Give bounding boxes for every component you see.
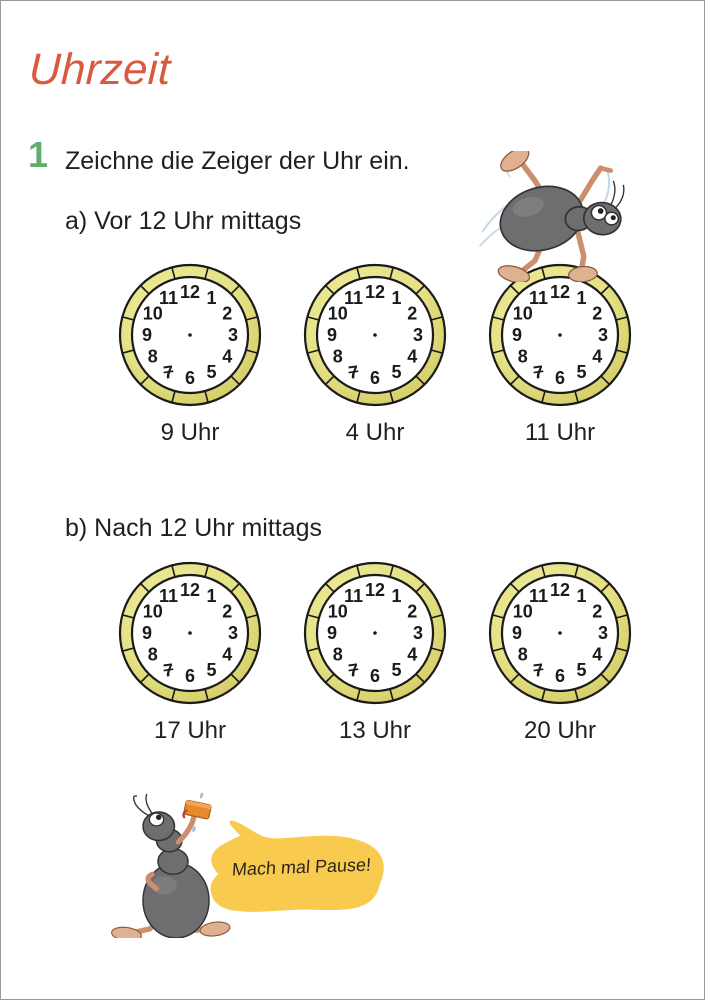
svg-text:11: 11	[529, 288, 548, 308]
svg-text:3: 3	[228, 623, 238, 643]
svg-text:5: 5	[576, 362, 586, 382]
svg-text:12: 12	[180, 580, 200, 600]
svg-text:1: 1	[576, 586, 586, 606]
svg-text:9: 9	[327, 325, 337, 345]
svg-text:11: 11	[344, 586, 363, 606]
svg-text:2: 2	[592, 304, 602, 324]
svg-text:2: 2	[222, 602, 232, 622]
svg-text:4: 4	[407, 645, 417, 665]
svg-text:12: 12	[365, 580, 385, 600]
svg-text:9: 9	[327, 623, 337, 643]
svg-text:12: 12	[550, 282, 570, 302]
svg-text:8: 8	[333, 645, 343, 665]
svg-text:11: 11	[159, 586, 178, 606]
svg-text:8: 8	[333, 347, 343, 367]
svg-text:1: 1	[391, 288, 401, 308]
svg-text:5: 5	[206, 362, 216, 382]
svg-text:5: 5	[206, 660, 216, 680]
svg-text:5: 5	[391, 660, 401, 680]
svg-text:3: 3	[413, 325, 423, 345]
svg-text:1: 1	[576, 288, 586, 308]
svg-text:11: 11	[529, 586, 548, 606]
svg-text:8: 8	[518, 347, 528, 367]
svg-text:4: 4	[407, 347, 417, 367]
svg-text:2: 2	[592, 602, 602, 622]
svg-text:5: 5	[576, 660, 586, 680]
svg-text:6: 6	[185, 666, 195, 686]
svg-text:12: 12	[365, 282, 385, 302]
svg-text:5: 5	[391, 362, 401, 382]
svg-text:2: 2	[222, 304, 232, 324]
svg-text:6: 6	[555, 368, 565, 388]
svg-text:3: 3	[413, 623, 423, 643]
svg-text:1: 1	[391, 586, 401, 606]
svg-text:12: 12	[550, 580, 570, 600]
svg-text:2: 2	[407, 602, 417, 622]
svg-text:9: 9	[512, 325, 522, 345]
svg-text:4: 4	[222, 645, 232, 665]
svg-text:12: 12	[180, 282, 200, 302]
svg-text:3: 3	[228, 325, 238, 345]
svg-text:6: 6	[185, 368, 195, 388]
svg-text:1: 1	[206, 288, 216, 308]
svg-text:6: 6	[370, 368, 380, 388]
svg-text:11: 11	[344, 288, 363, 308]
svg-text:4: 4	[592, 645, 602, 665]
svg-text:9: 9	[512, 623, 522, 643]
svg-text:6: 6	[555, 666, 565, 686]
svg-text:1: 1	[206, 586, 216, 606]
svg-text:4: 4	[222, 347, 232, 367]
svg-text:4: 4	[592, 347, 602, 367]
svg-text:9: 9	[142, 623, 152, 643]
svg-text:9: 9	[142, 325, 152, 345]
svg-text:3: 3	[598, 325, 608, 345]
svg-text:8: 8	[148, 347, 158, 367]
svg-text:6: 6	[370, 666, 380, 686]
svg-text:11: 11	[159, 288, 178, 308]
svg-text:8: 8	[518, 645, 528, 665]
svg-text:2: 2	[407, 304, 417, 324]
svg-text:3: 3	[598, 623, 608, 643]
svg-text:8: 8	[148, 645, 158, 665]
